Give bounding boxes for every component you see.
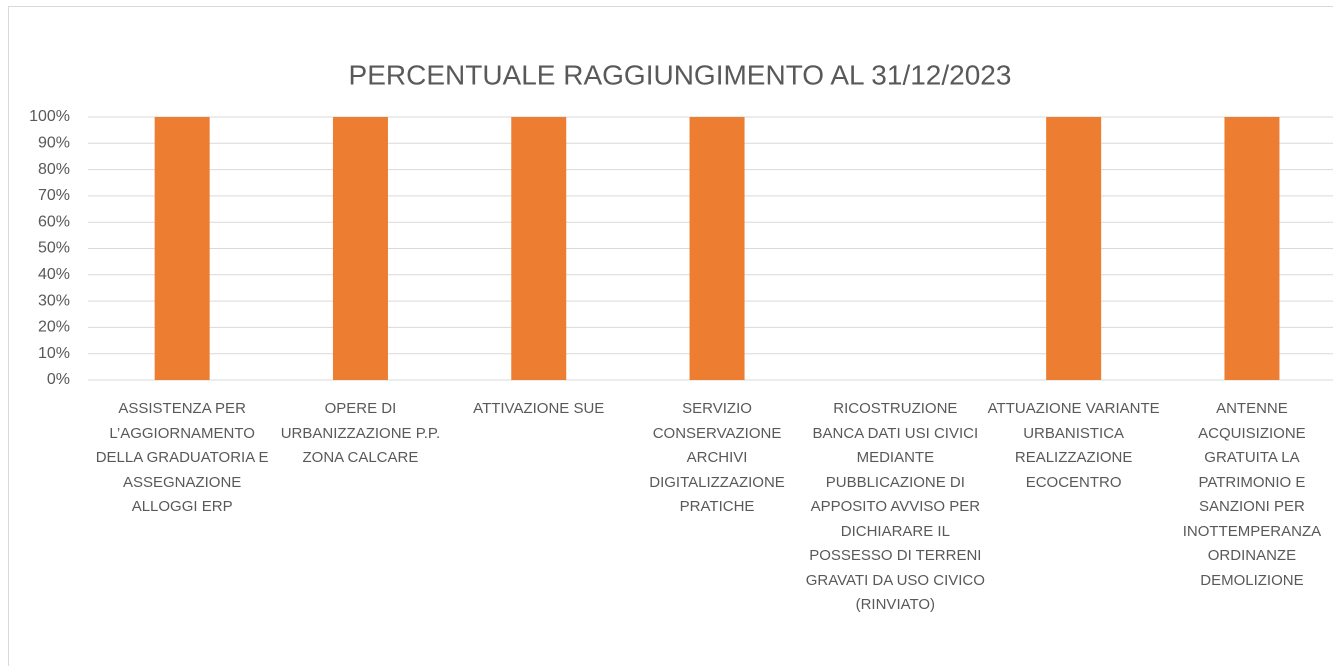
y-tick-label: 10% xyxy=(38,345,70,362)
y-tick-label: 0% xyxy=(47,371,70,388)
bar xyxy=(1046,117,1102,380)
chart-title: PERCENTUALE RAGGIUNGIMENTO AL 31/12/2023 xyxy=(349,59,1012,90)
x-tick-label-box: ASSISTENZA PER L’AGGIORNAMENTO DELLA GRA… xyxy=(95,400,269,515)
bar xyxy=(332,117,388,380)
x-tick-label: ANTENNE ACQUISIZIONE GRATUITA LA PATRIMO… xyxy=(1182,400,1322,589)
x-tick-label: ASSISTENZA PER L’AGGIORNAMENTO DELLA GRA… xyxy=(95,400,269,515)
y-tick-label: 40% xyxy=(38,266,70,283)
y-tick-label: 60% xyxy=(38,213,70,230)
x-tick-label-box: OPERE DI URBANIZZAZIONE P.P. ZONA CALCAR… xyxy=(280,400,441,466)
y-tick-label: 30% xyxy=(38,292,70,309)
x-tick-label-box: ATTUAZIONE VARIANTE URBANISTICA REALIZZA… xyxy=(987,400,1160,491)
y-tick-label: 90% xyxy=(38,135,70,152)
chart-border xyxy=(8,6,1333,666)
x-tick-label-box: SERVIZIO CONSERVAZIONE ARCHIVI DIGITALIZ… xyxy=(649,400,785,515)
y-tick-label: 50% xyxy=(38,240,70,257)
bar xyxy=(1224,117,1280,380)
y-tick-label: 100% xyxy=(29,108,70,125)
x-tick-label-box: ANTENNE ACQUISIZIONE GRATUITA LA PATRIMO… xyxy=(1182,400,1322,589)
bar xyxy=(511,117,567,380)
x-tick-label-box: RICOSTRUZIONE BANCA DATI USI CIVICI MEDI… xyxy=(805,400,985,613)
x-tick-label: ATTUAZIONE VARIANTE URBANISTICA REALIZZA… xyxy=(987,400,1160,491)
bar xyxy=(154,117,210,380)
y-tick-label: 80% xyxy=(38,161,70,178)
x-tick-label: ATTIVAZIONE SUE xyxy=(473,400,605,417)
y-tick-label: 20% xyxy=(38,319,70,336)
y-tick-label: 70% xyxy=(38,187,70,204)
bar xyxy=(689,117,745,380)
x-tick-label: OPERE DI URBANIZZAZIONE P.P. ZONA CALCAR… xyxy=(280,400,441,466)
x-tick-label: RICOSTRUZIONE BANCA DATI USI CIVICI MEDI… xyxy=(805,400,985,613)
x-tick-label: SERVIZIO CONSERVAZIONE ARCHIVI DIGITALIZ… xyxy=(649,400,785,515)
x-tick-label-box: ATTIVAZIONE SUE xyxy=(473,400,605,417)
